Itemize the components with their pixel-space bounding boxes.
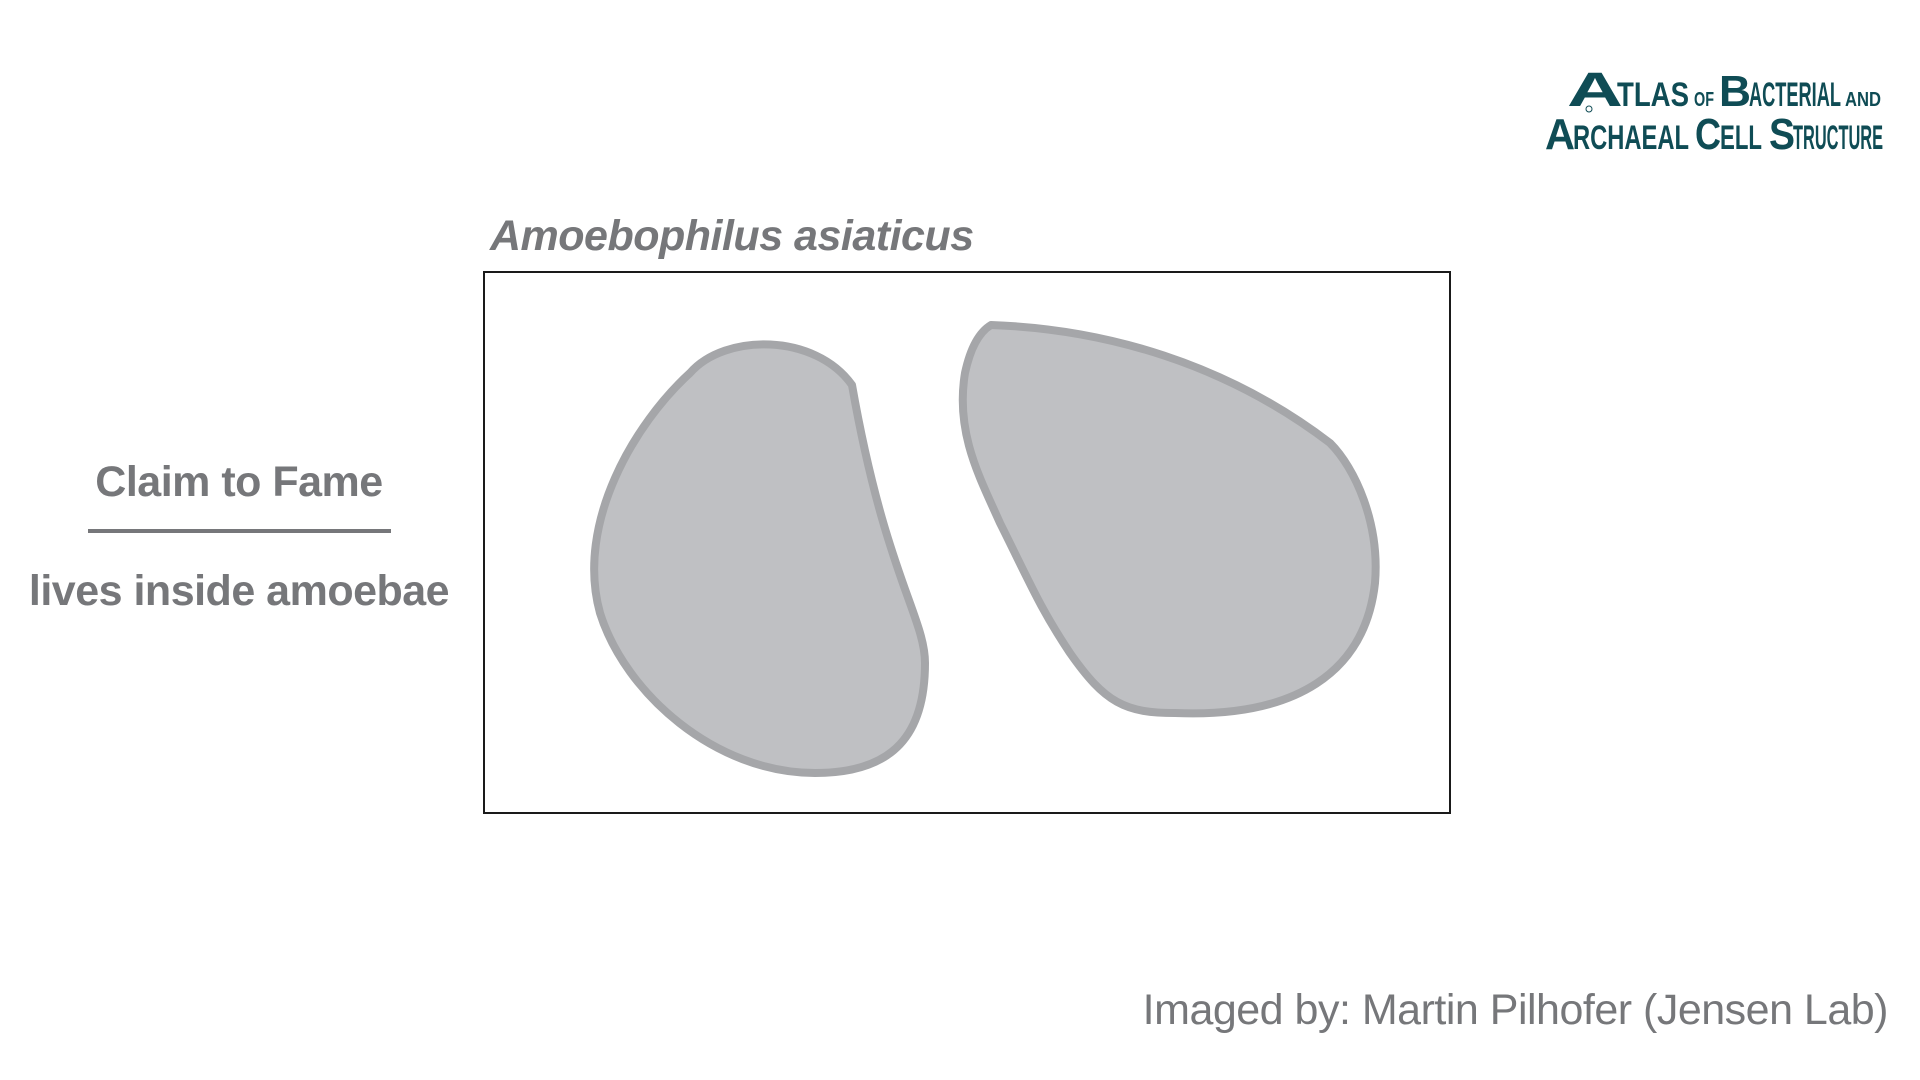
claim-divider (87, 529, 391, 533)
svg-text:OF: OF (1694, 89, 1714, 111)
svg-text:S: S (1769, 110, 1795, 157)
image-credit: Imaged by: Martin Pilhofer (Jensen Lab) (1142, 986, 1889, 1034)
cell-diagram (590, 321, 1380, 777)
svg-text:TLAS: TLAS (1617, 76, 1689, 114)
atlas-logo: A TLAS OF B ACTERIAL AND A RCHAEAL C ELL… (1545, 62, 1885, 159)
claim-text: lives inside amoebae (28, 567, 450, 615)
svg-text:RCHAEAL: RCHAEAL (1573, 119, 1689, 157)
svg-text:TRUCTURE: TRUCTURE (1793, 119, 1883, 157)
atlas-logo-mark: A TLAS OF B ACTERIAL AND A RCHAEAL C ELL… (1545, 64, 1883, 159)
svg-text:A: A (1567, 64, 1623, 117)
species-title: Amoebophilus asiaticus (490, 212, 974, 260)
left-cell (590, 340, 929, 777)
svg-text:C: C (1695, 110, 1721, 157)
svg-text:A: A (1545, 110, 1575, 157)
claim-to-fame: Claim to Fame lives inside amoebae (0, 458, 478, 616)
svg-text:ELL: ELL (1720, 119, 1762, 157)
cell-diagram-frame (483, 271, 1451, 814)
svg-text:AND: AND (1845, 89, 1881, 111)
right-cell (958, 321, 1380, 718)
svg-text:ACTERIAL: ACTERIAL (1749, 76, 1841, 114)
svg-text:B: B (1719, 67, 1751, 116)
claim-heading: Claim to Fame (95, 458, 383, 506)
